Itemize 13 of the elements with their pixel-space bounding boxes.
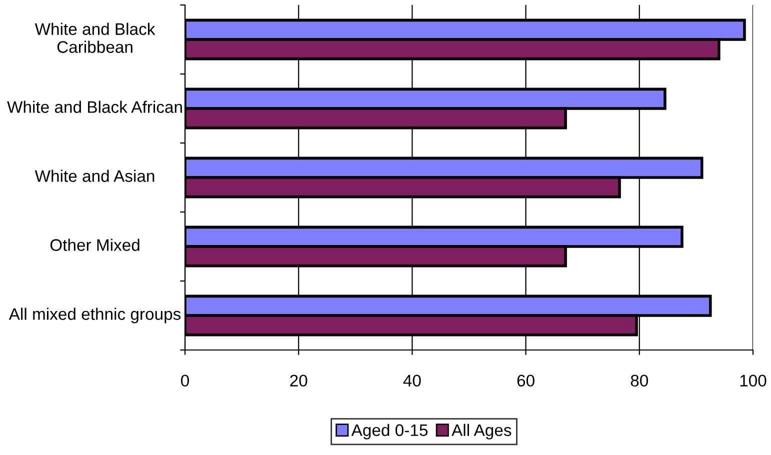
x-tick-label: 80: [630, 374, 648, 387]
y-tick-label: All mixed ethnic groups: [8, 308, 181, 324]
x-tick-label: 40: [403, 374, 421, 387]
y-tick-label: White and Asian: [34, 170, 154, 182]
x-tick-label: 60: [517, 374, 534, 387]
x-tick-label: 100: [740, 374, 766, 387]
y-tick-label: White and Black Caribbean: [34, 22, 156, 53]
legend-label: All Ages: [452, 424, 512, 440]
x-tick-label: 0: [181, 374, 189, 387]
y-tick-label: White and Black African: [7, 100, 182, 113]
legend-label: Aged 0-15: [351, 424, 428, 440]
y-tick-label: Other Mixed: [50, 238, 140, 251]
x-tick-label: 20: [290, 374, 308, 387]
